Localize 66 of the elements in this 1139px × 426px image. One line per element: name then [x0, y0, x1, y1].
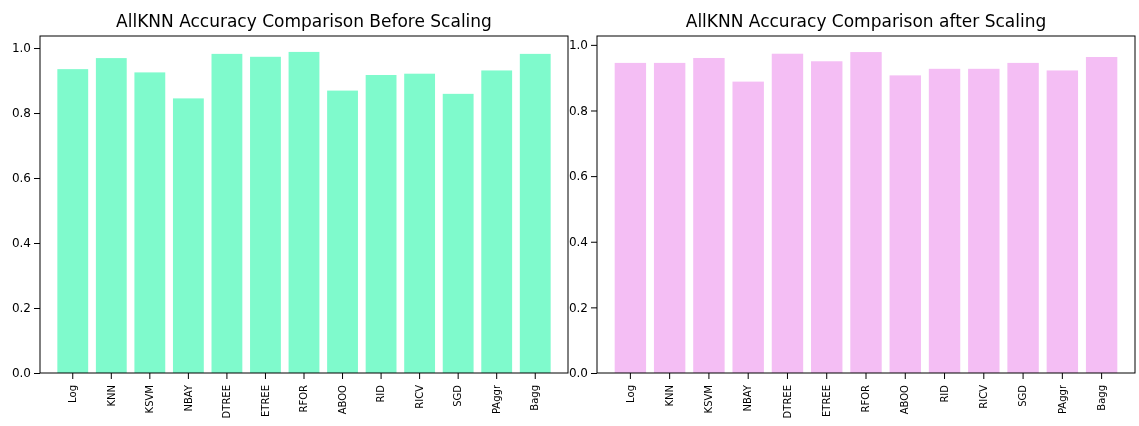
x-tick-label: KSVM: [144, 385, 156, 414]
y-tick-label: 0.4: [568, 235, 588, 250]
bar: [95, 58, 127, 373]
bar: [653, 62, 686, 373]
bar: [250, 56, 281, 373]
chart-title: AllKNN Accuracy Comparison after Scaling: [685, 11, 1047, 31]
bar: [889, 75, 921, 373]
y-tick-label: 0.2: [568, 300, 588, 315]
bar: [1007, 62, 1039, 373]
bar: [519, 53, 551, 373]
x-tick-label: NBAY: [742, 384, 754, 412]
x-tick-label: ETREE: [820, 385, 832, 418]
y-tick-label: 0.8: [11, 106, 31, 121]
x-tick-label: SGD: [452, 384, 464, 407]
x-tick-label: ABOO: [899, 384, 911, 415]
bar: [771, 53, 804, 373]
y-tick-label: 0.0: [11, 366, 31, 381]
x-tick-label: ABOO: [336, 384, 348, 415]
y-tick-label: 1.0: [11, 41, 31, 56]
x-tick-label: Bagg: [1095, 385, 1107, 411]
y-tick-label: 0.2: [11, 301, 31, 316]
x-tick-label: RFOR: [860, 384, 872, 413]
bar: [928, 68, 961, 373]
y-tick-label: 0.6: [11, 171, 31, 186]
y-tick-label: 0.4: [11, 236, 31, 251]
bar: [172, 98, 204, 373]
x-tick-label: PAggr: [490, 384, 502, 415]
bar: [1046, 70, 1079, 373]
x-tick-label: DTREE: [781, 385, 793, 419]
bar: [288, 51, 320, 373]
bar: [134, 72, 166, 373]
x-tick-label: RICV: [978, 384, 990, 409]
bar: [404, 73, 436, 373]
x-tick-label: DTREE: [221, 385, 233, 419]
bar: [57, 69, 89, 373]
x-tick-label: SGD: [1017, 384, 1029, 407]
bar: [732, 81, 764, 373]
chart-title: AllKNN Accuracy Comparison Before Scaling: [116, 11, 492, 31]
bar: [811, 61, 843, 373]
y-tick-label: 0.0: [568, 366, 588, 381]
bar: [1085, 57, 1118, 373]
bar: [481, 70, 513, 373]
bar: [211, 53, 243, 373]
y-tick-label: 0.8: [568, 103, 588, 118]
x-tick-label: RICV: [413, 384, 425, 409]
bar: [693, 57, 725, 373]
x-tick-label: Log: [624, 385, 636, 403]
x-tick-label: RID: [375, 384, 387, 403]
y-tick-label: 1.0: [568, 38, 588, 53]
x-tick-label: KNN: [105, 385, 117, 407]
x-tick-label: NBAY: [182, 384, 194, 412]
bar: [442, 93, 474, 373]
bar: [365, 75, 397, 373]
bar: [614, 62, 647, 373]
x-tick-label: RFOR: [298, 384, 310, 413]
x-tick-label: KNN: [663, 385, 675, 407]
x-tick-label: Bagg: [529, 385, 541, 411]
x-tick-label: Log: [66, 385, 78, 403]
y-tick-label: 0.6: [568, 169, 588, 184]
x-tick-label: RID: [938, 384, 950, 403]
bar: [850, 52, 882, 373]
bar: [968, 68, 1000, 373]
bar: [327, 90, 358, 373]
x-tick-label: KSVM: [703, 385, 715, 414]
x-tick-label: PAggr: [1056, 384, 1068, 415]
x-tick-label: ETREE: [259, 385, 271, 418]
